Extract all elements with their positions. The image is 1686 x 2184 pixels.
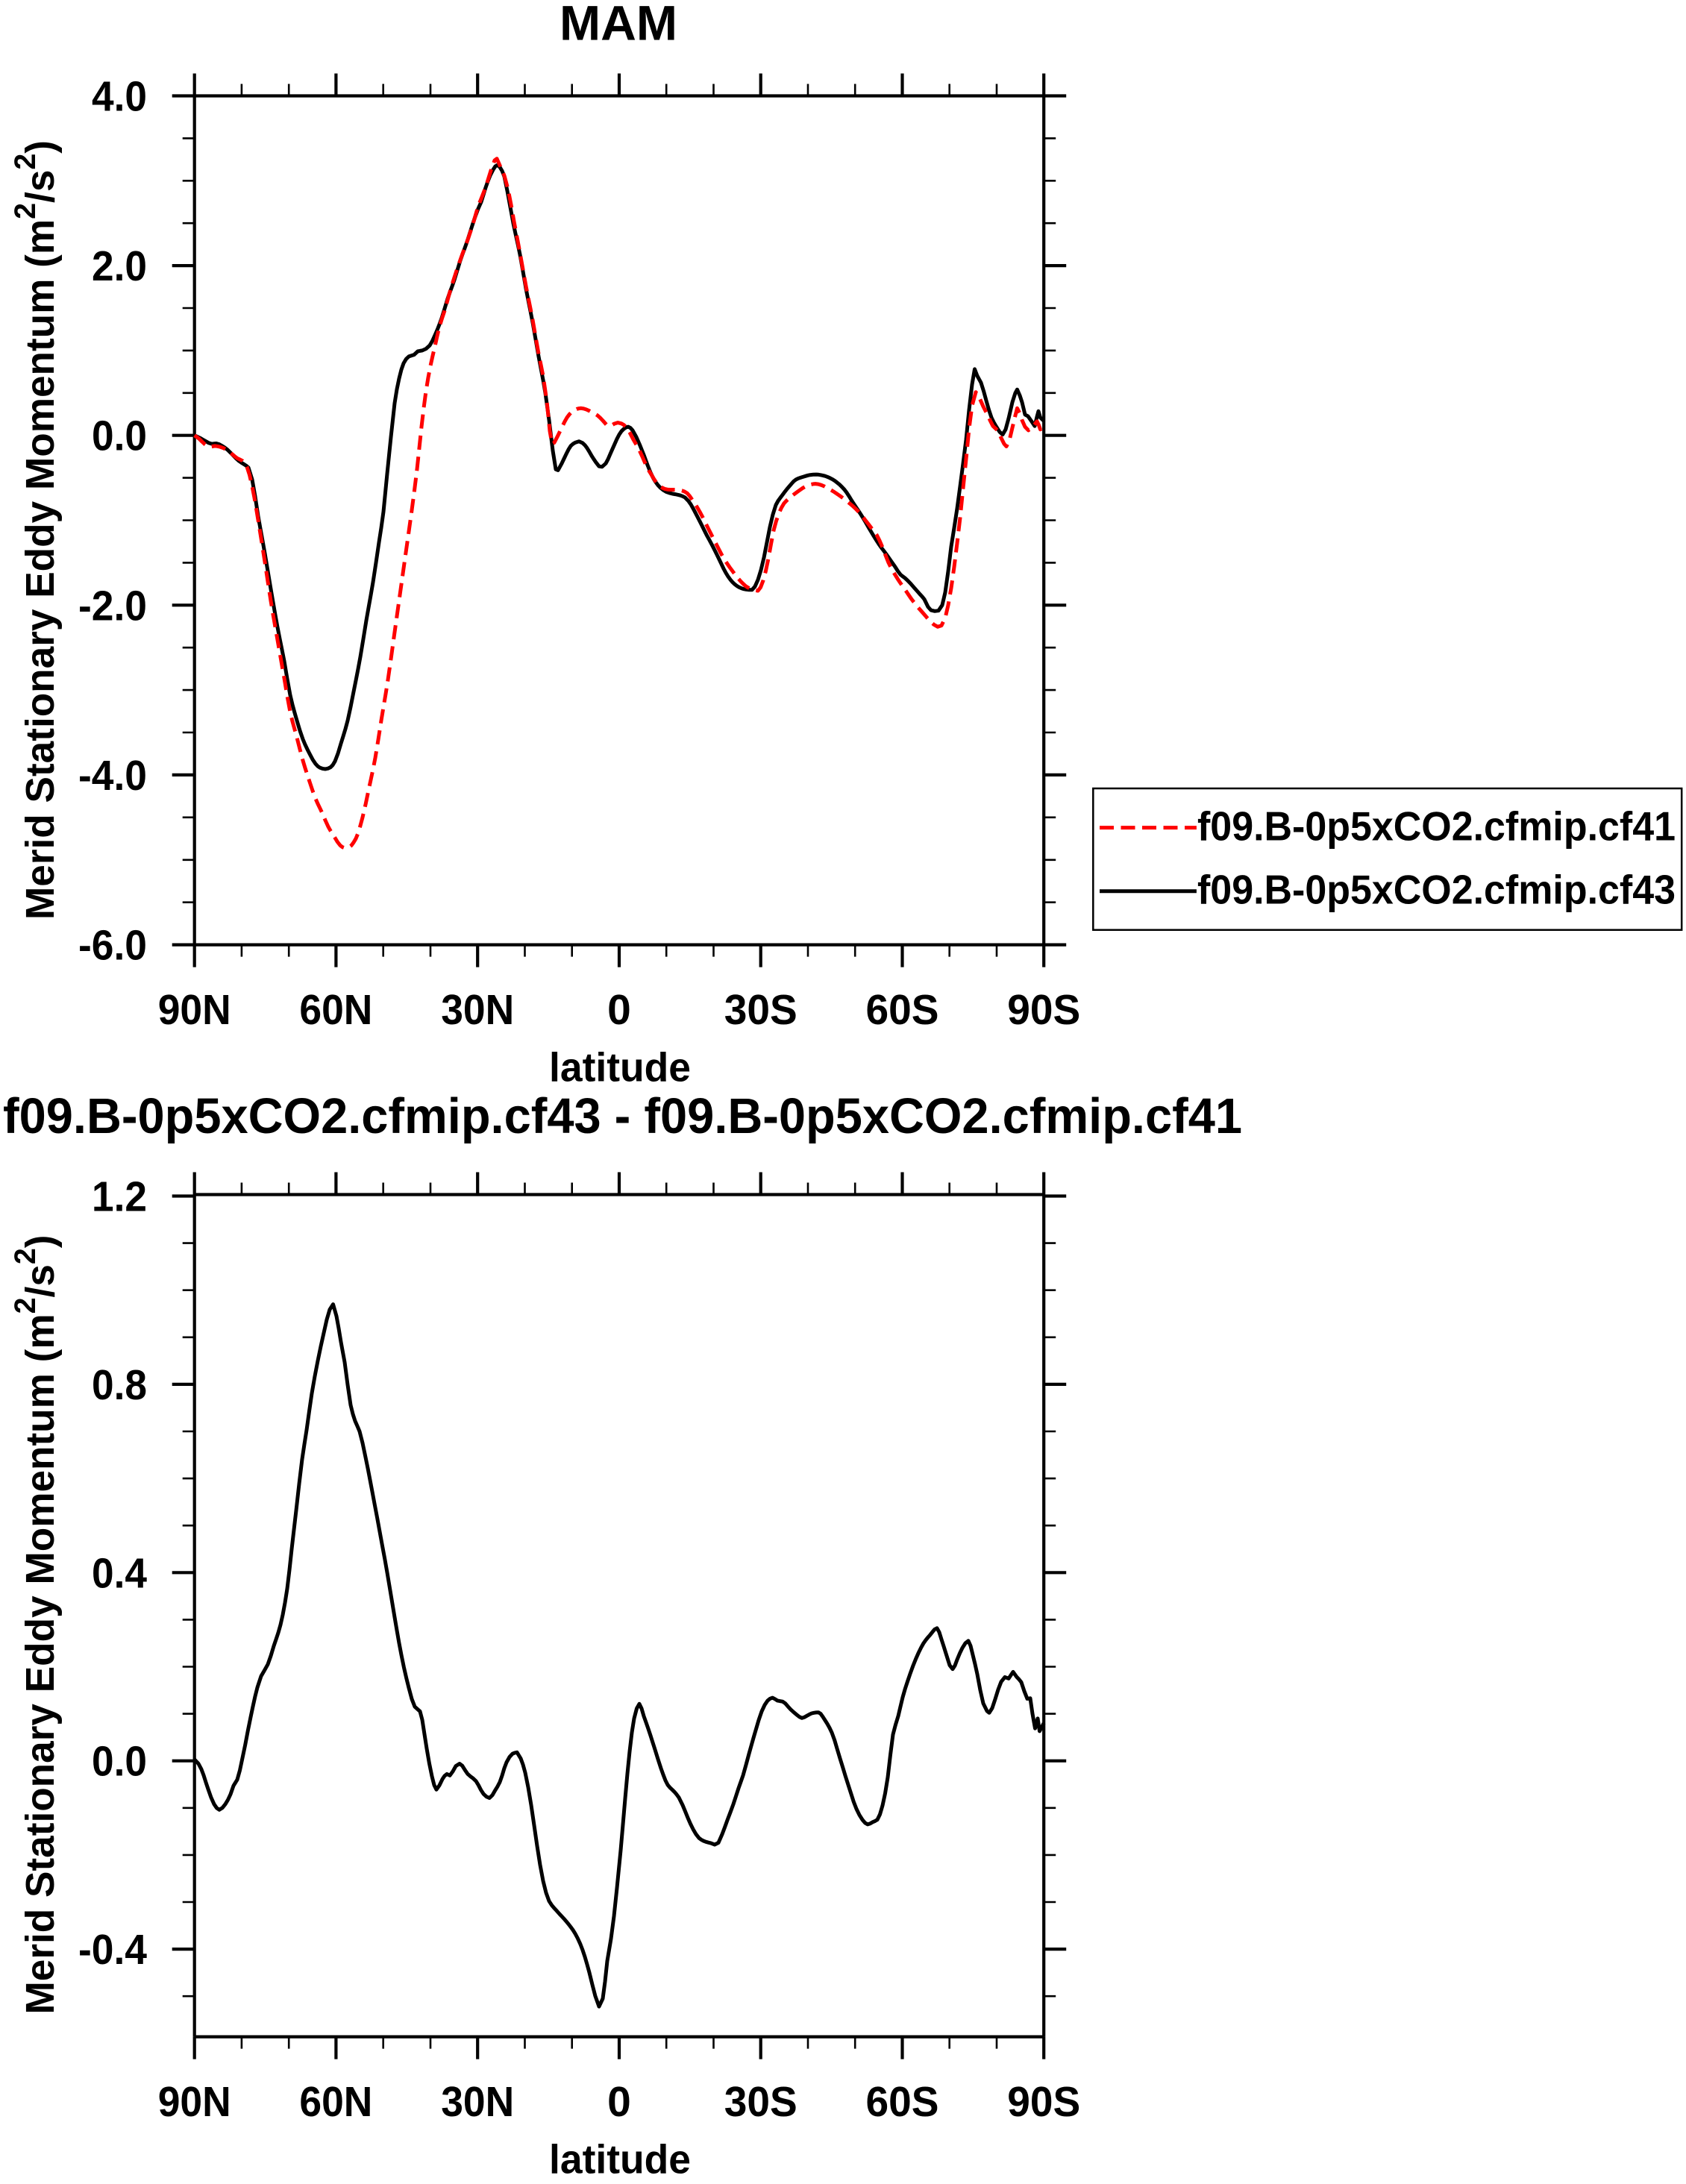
svg-text:0.0: 0.0 (92, 1738, 147, 1786)
svg-text:-4.0: -4.0 (78, 752, 147, 800)
svg-text:90N: 90N (158, 986, 231, 1034)
svg-text:latitude: latitude (549, 1044, 691, 1090)
svg-text:0.4: 0.4 (92, 1549, 147, 1597)
svg-text:30N: 30N (441, 986, 514, 1034)
svg-text:-2.0: -2.0 (78, 582, 147, 630)
svg-text:f09.B-0p5xCO2.cfmip.cf43 - f09: f09.B-0p5xCO2.cfmip.cf43 - f09.B-0p5xCO2… (3, 1088, 1242, 1144)
svg-text:90S: 90S (1007, 986, 1080, 1034)
svg-text:0: 0 (607, 986, 631, 1034)
svg-text:1.2: 1.2 (92, 1173, 147, 1221)
svg-text:60N: 60N (299, 2078, 372, 2126)
svg-text:90S: 90S (1007, 2078, 1080, 2126)
svg-text:60S: 60S (866, 2078, 939, 2126)
svg-text:30S: 30S (724, 986, 797, 1034)
svg-text:latitude: latitude (549, 2136, 691, 2182)
svg-text:Merid Stationary Eddy Momentum: Merid Stationary Eddy Momentum (m2/s2) (9, 1235, 63, 2015)
svg-text:60N: 60N (299, 986, 372, 1034)
svg-text:0: 0 (607, 2078, 631, 2126)
svg-text:90N: 90N (158, 2078, 231, 2126)
svg-text:0.0: 0.0 (92, 412, 147, 460)
svg-text:Merid Stationary Eddy Momentum: Merid Stationary Eddy Momentum (m2/s2) (9, 140, 63, 920)
svg-text:-0.4: -0.4 (78, 1926, 147, 1974)
svg-text:30S: 30S (724, 2078, 797, 2126)
svg-text:MAM: MAM (560, 0, 677, 50)
svg-text:f09.B-0p5xCO2.cfmip.cf43: f09.B-0p5xCO2.cfmip.cf43 (1197, 867, 1676, 913)
svg-text:30N: 30N (441, 2078, 514, 2126)
svg-text:2.0: 2.0 (92, 242, 147, 290)
svg-text:60S: 60S (866, 986, 939, 1034)
svg-text:0.8: 0.8 (92, 1361, 147, 1409)
svg-text:4.0: 4.0 (92, 73, 147, 121)
svg-text:f09.B-0p5xCO2.cfmip.cf41: f09.B-0p5xCO2.cfmip.cf41 (1197, 803, 1676, 850)
svg-text:-6.0: -6.0 (78, 922, 147, 970)
